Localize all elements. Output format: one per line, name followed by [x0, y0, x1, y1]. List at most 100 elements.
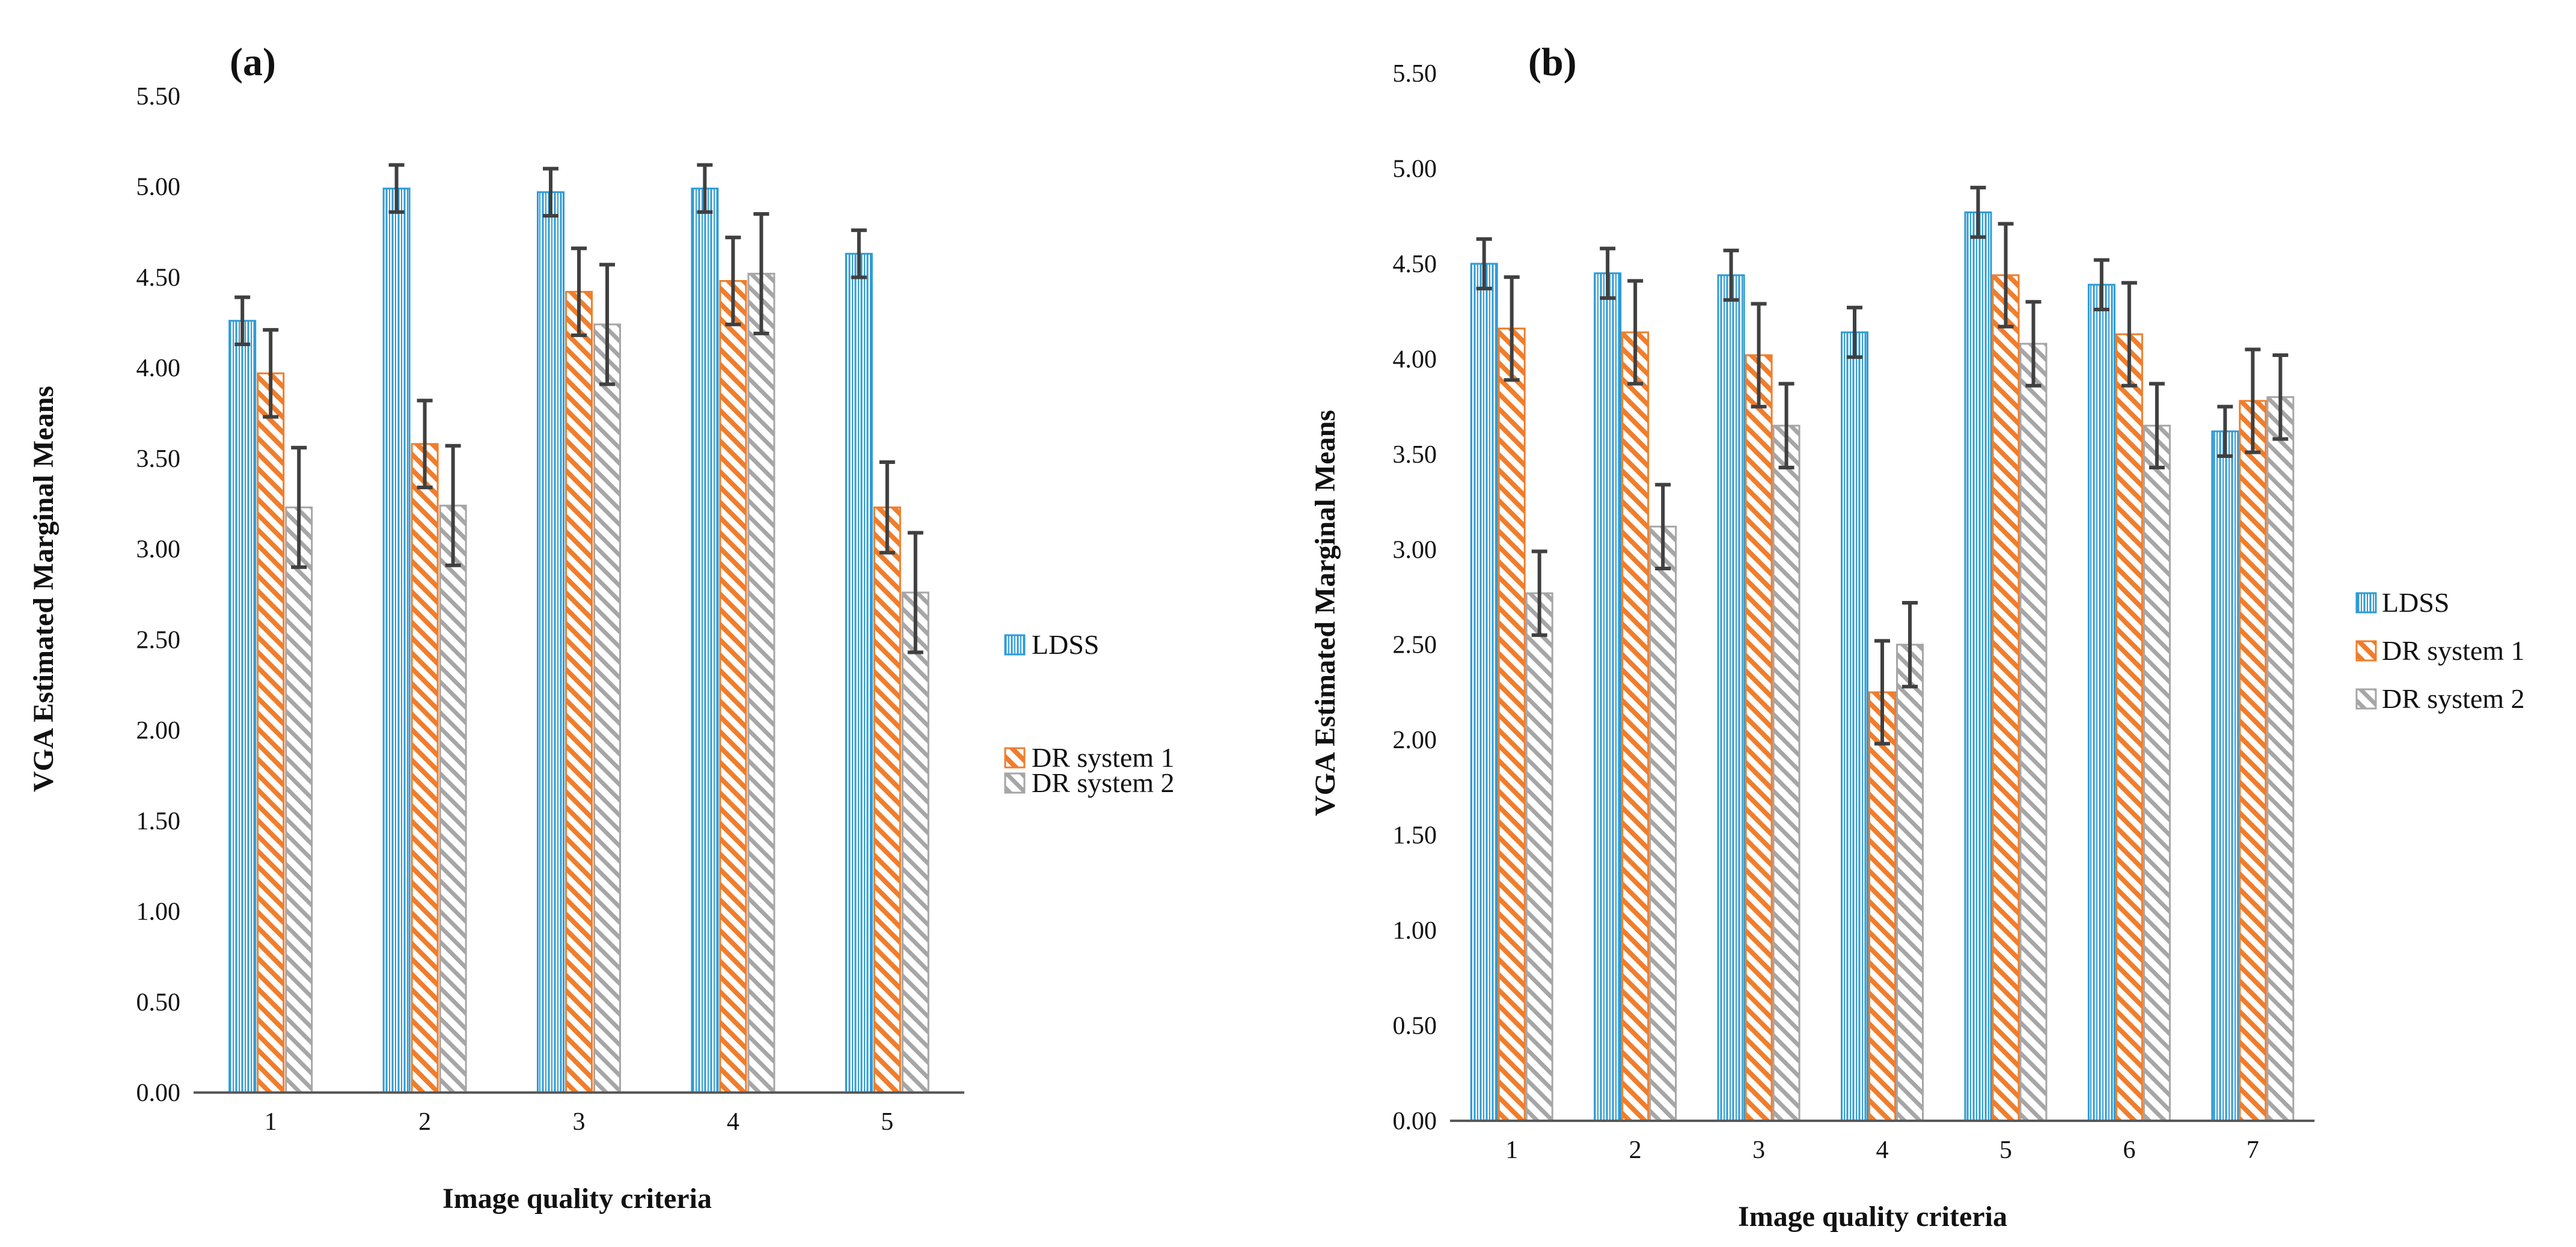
panel-a-ytick-label: 4.00	[136, 355, 181, 382]
panel-b-errorbar-dr1-5	[1998, 222, 2014, 329]
panel-b-errorbar-ldss-3	[1723, 248, 1739, 302]
panel-b-bar-dr1-2	[1621, 331, 1650, 1122]
panel-b-ytick-label: 5.50	[1393, 60, 1437, 88]
panel-a-legend: LDSS DR system 1 DR system 2	[1004, 629, 1175, 798]
panel-a-errorbar-dr1-4	[725, 236, 741, 326]
panel-b-ytick-label: 3.50	[1393, 441, 1437, 469]
panel-b-legend-swatch-dr1	[2355, 640, 2377, 662]
panel-a-errorbar-ldss-4	[697, 163, 713, 214]
panel-a-x-axis-title: Image quality criteria	[442, 1183, 712, 1215]
panel-a-bar-dr2-2	[439, 504, 467, 1094]
panel-a-xtick-label: 3	[573, 1108, 586, 1136]
panel-b-errorbar-dr1-6	[2121, 281, 2137, 388]
panel-a-errorbar-dr1-5	[879, 460, 895, 555]
panel-b-errorbar-dr2-7	[2272, 353, 2289, 441]
panel-b-xtick-label: 3	[1752, 1136, 1765, 1164]
panel-b-bar-dr2-1	[1525, 592, 1553, 1122]
panel-b-errorbars	[1476, 186, 2289, 746]
panel-b-errorbar-dr2-2	[1655, 483, 1671, 570]
panel-a-errorbar-dr2-3	[599, 263, 615, 386]
panel-b-xtick-label: 7	[2247, 1136, 2259, 1164]
panel-b-ytick-label: 1.50	[1393, 822, 1437, 850]
panel-b-y-axis-title: VGA Estimated Marginal Means	[1309, 410, 1341, 816]
panel-a-xtick-label: 1	[265, 1108, 277, 1136]
panel-b-errorbar-dr1-1	[1504, 275, 1520, 382]
panel-a-bar-dr2-3	[593, 323, 621, 1094]
panel-b-bar-dr1-1	[1498, 328, 1526, 1122]
panel-b-bar-dr2-3	[1772, 424, 1800, 1122]
panel-a-chart: (a) VGA Estimated Marginal Means Image q…	[28, 40, 1175, 1215]
panel-b-xticks: 1 2 3 4 5 6 7	[1505, 1136, 2259, 1164]
panel-a-legend-item-dr2: DR system 2	[1004, 767, 1175, 798]
panel-b-bar-dr2-2	[1649, 525, 1677, 1122]
panel-a-errorbar-dr1-1	[263, 328, 279, 419]
panel-a-errorbar-dr2-2	[445, 444, 461, 567]
panel-b-errorbar-dr1-3	[1751, 302, 1767, 409]
panel-a-legend-swatch-ldss	[1004, 634, 1026, 656]
panel-a-errorbar-dr2-4	[753, 212, 769, 335]
panel-b-errorbar-dr2-5	[2025, 300, 2042, 388]
panel-a-ytick-label: 0.50	[136, 989, 181, 1016]
panel-b-legend-swatch-ldss	[2355, 592, 2377, 614]
panel-b-errorbar-dr1-2	[1627, 279, 1644, 386]
panel-b-chart: (b) VGA Estimated Marginal Means Image q…	[1309, 40, 2525, 1233]
panel-a-errorbar-ldss-5	[851, 228, 867, 279]
panel-a-xticks: 1 2 3 4 5	[265, 1108, 894, 1136]
panel-a-legend-swatch-dr2	[1004, 772, 1026, 794]
panel-a-bar-ldss-4	[691, 188, 719, 1094]
panel-b-bar-dr2-5	[2019, 343, 2048, 1122]
panel-a-ytick-label: 3.50	[136, 445, 181, 473]
panel-a-ytick-label: 2.00	[136, 717, 181, 745]
panel-b-errorbar-dr2-3	[1778, 382, 1794, 470]
panel-b-bar-dr1-4	[1868, 691, 1896, 1122]
panel-a-legend-item-ldss: LDSS	[1004, 629, 1099, 660]
panel-b-bar-dr1-3	[1745, 354, 1773, 1122]
panel-a-bar-ldss-5	[845, 252, 873, 1094]
panel-b-label: (b)	[1528, 40, 1577, 84]
panel-b-bar-dr2-4	[1896, 644, 1924, 1122]
panel-b-bar-ldss-1	[1470, 263, 1498, 1122]
panel-a-ytick-label: 1.00	[136, 898, 181, 926]
panel-b-xtick-label: 1	[1505, 1136, 1518, 1164]
panel-a-bar-dr1-5	[873, 506, 901, 1094]
panel-a-legend-item-dr1: DR system 1	[1004, 742, 1175, 773]
panel-a-ytick-label: 5.00	[136, 174, 181, 201]
panel-b-xtick-label: 6	[2123, 1136, 2135, 1164]
panel-a-yticks: 0.00 0.50 1.00 1.50 2.00 2.50 3.00 3.50 4.00 4.50…	[136, 83, 181, 1107]
panel-b-ytick-label: 1.00	[1393, 917, 1437, 945]
panel-b-bar-ldss-6	[2087, 284, 2116, 1122]
panel-b-ytick-label: 3.00	[1393, 536, 1437, 564]
panel-a-errorbar-dr1-3	[571, 246, 587, 337]
panel-b-errorbar-dr2-6	[2149, 382, 2165, 470]
panel-b-errorbar-dr2-1	[1531, 549, 1547, 637]
panel-a-errorbar-ldss-1	[234, 295, 251, 346]
panel-b-bar-ldss-4	[1841, 331, 1868, 1122]
panel-b-errorbar-ldss-6	[2093, 258, 2109, 311]
panel-a-xtick-label: 2	[418, 1108, 431, 1136]
panel-b-legend-label-dr1: DR system 1	[2382, 635, 2525, 666]
panel-a-y-axis-title: VGA Estimated Marginal Means	[28, 386, 60, 792]
panel-b-legend-label-dr2: DR system 2	[2382, 683, 2525, 714]
panel-b-errorbar-ldss-2	[1600, 246, 1616, 300]
panel-a-bar-dr2-5	[901, 591, 929, 1094]
panel-a-bar-ldss-3	[537, 191, 564, 1094]
panel-b-bar-ldss-3	[1717, 274, 1745, 1122]
panel-b-ytick-label: 0.00	[1393, 1108, 1437, 1135]
panel-a-ytick-label: 0.00	[136, 1079, 181, 1107]
panel-b-errorbar-ldss-5	[1970, 186, 1986, 239]
panel-b-ytick-label: 5.00	[1393, 155, 1437, 183]
panel-b-errorbar-ldss-7	[2217, 404, 2233, 458]
panel-b-errorbar-dr1-4	[1874, 639, 1890, 746]
panel-b-yticks: 0.00 0.50 1.00 1.50 2.00 2.50 3.00 3.50 4.00 4.50…	[1393, 60, 1437, 1135]
panel-b-xtick-label: 2	[1629, 1136, 1642, 1164]
panel-a-errorbar-ldss-2	[388, 163, 405, 214]
panel-a-errorbar-dr1-2	[417, 398, 433, 490]
panel-b-errorbar-ldss-1	[1476, 237, 1492, 291]
panel-b-bar-dr1-5	[1992, 274, 2020, 1122]
panel-b-bar-dr2-7	[2266, 396, 2295, 1122]
panel-b-x-axis-title: Image quality criteria	[1738, 1201, 2007, 1233]
panel-b-bar-ldss-7	[2211, 430, 2239, 1122]
panel-b-legend-label-ldss: LDSS	[2382, 587, 2449, 618]
panel-b-legend: LDSS DR system 1 DR system 2	[2355, 587, 2525, 714]
